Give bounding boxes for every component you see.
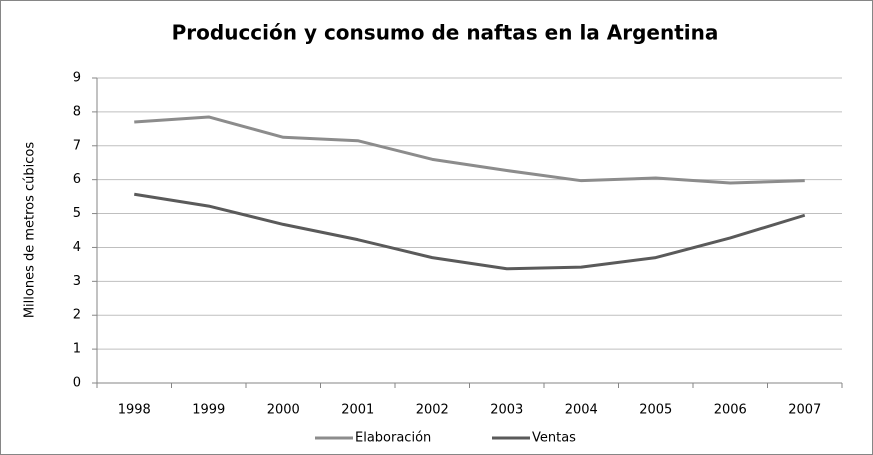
legend-label: Elaboración xyxy=(355,431,431,446)
x-tick-label: 2007 xyxy=(788,403,821,418)
y-tick-label: 8 xyxy=(73,104,81,119)
y-tick-label: 6 xyxy=(73,172,81,187)
data-line xyxy=(134,192,806,271)
x-tick-label: 2003 xyxy=(490,403,523,418)
y-tick-label: 2 xyxy=(73,308,81,323)
x-tick-label: 1999 xyxy=(192,403,225,418)
x-tick-label: 2005 xyxy=(639,403,672,418)
y-tick-label: 0 xyxy=(73,376,81,391)
y-tick-label: 4 xyxy=(73,240,81,255)
y-tick-label: 1 xyxy=(73,342,81,357)
y-tick-label: 9 xyxy=(73,71,81,86)
y-tick-label: 3 xyxy=(73,274,81,289)
y-tick-label: 7 xyxy=(73,138,81,153)
chart-title: Producción y consumo de naftas en la Arg… xyxy=(172,21,719,45)
x-tick-label: 2002 xyxy=(416,403,449,418)
legend-label: Ventas xyxy=(532,431,576,446)
y-tick-label: 5 xyxy=(73,206,81,221)
x-tick-label: 2006 xyxy=(714,403,747,418)
y-axis-label: Millones de metros cúbicos xyxy=(23,142,38,319)
x-tick-label: 2000 xyxy=(267,403,300,418)
x-tick-label: 2004 xyxy=(565,403,598,418)
x-tick-label: 1998 xyxy=(118,403,151,418)
data-line xyxy=(134,115,805,185)
x-tick-label: 2001 xyxy=(341,403,374,418)
